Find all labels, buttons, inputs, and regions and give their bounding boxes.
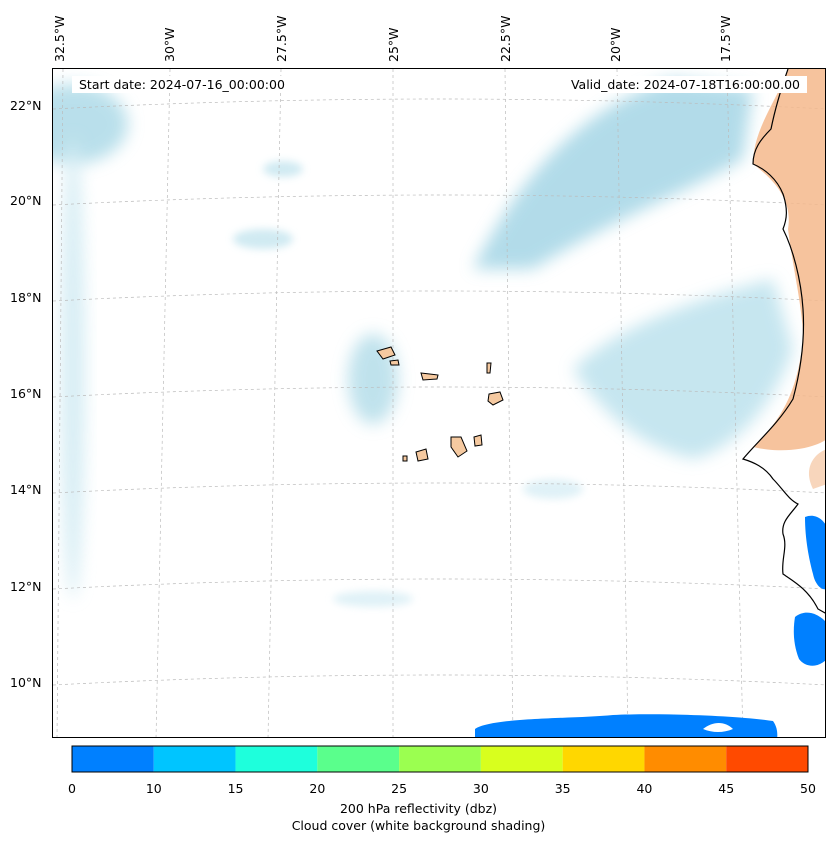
longitude-label: 32.5°W bbox=[52, 15, 67, 62]
colorbar-tick-label: 50 bbox=[800, 781, 816, 796]
colorbar-block bbox=[72, 746, 154, 772]
colorbar-tick-label: 20 bbox=[309, 781, 326, 796]
latitude-label: 10°N bbox=[10, 675, 42, 690]
longitude-label: 17.5°W bbox=[718, 15, 733, 62]
cloud-patch bbox=[263, 161, 303, 177]
longitude-label: 25°W bbox=[386, 27, 401, 62]
colorbar-block bbox=[235, 746, 318, 772]
cloud-cover-shading bbox=[53, 79, 793, 607]
colorbar-tick-label: 35 bbox=[554, 781, 571, 796]
longitude-label: 30°W bbox=[162, 27, 177, 62]
cloud-patch bbox=[53, 84, 128, 164]
map-panel bbox=[52, 68, 826, 738]
graticule bbox=[53, 69, 825, 737]
cloud-patch bbox=[523, 479, 583, 499]
latitude-label: 16°N bbox=[10, 386, 42, 401]
latitude-label: 20°N bbox=[10, 193, 42, 208]
colorbar bbox=[71, 745, 809, 773]
land-reflectivity bbox=[753, 69, 825, 451]
land-reflectivity bbox=[809, 449, 825, 489]
colorbar-block bbox=[399, 746, 481, 772]
colorbar-block bbox=[317, 746, 400, 772]
coastline bbox=[741, 69, 825, 614]
colorbar-tick-label: 15 bbox=[227, 781, 244, 796]
colorbar-title: 200 hPa reflectivity (dbz) bbox=[339, 801, 498, 816]
start-date-label: Start date: 2024-07-16_00:00:00 bbox=[72, 76, 292, 93]
cloud-patch bbox=[61, 139, 85, 599]
colorbar-tick-label: 0 bbox=[68, 781, 76, 796]
valid-date-label: Valid_date: 2024-07-18T16:00:00.00 bbox=[563, 76, 807, 93]
colorbar-block bbox=[153, 746, 236, 772]
colorbar-border bbox=[71, 745, 809, 773]
longitude-label: 22.5°W bbox=[498, 15, 513, 62]
map-canvas bbox=[53, 69, 825, 737]
cloud-patch bbox=[233, 229, 293, 249]
colorbar-subtitle: Cloud cover (white background shading) bbox=[291, 818, 546, 833]
colorbar-block bbox=[726, 746, 808, 772]
reflectivity-low bbox=[475, 515, 825, 737]
latitude-label: 18°N bbox=[10, 290, 42, 305]
cloud-patch bbox=[573, 279, 793, 459]
cloud-patch bbox=[333, 591, 413, 607]
latitude-label: 22°N bbox=[10, 98, 42, 113]
colorbar-tick-label: 45 bbox=[718, 781, 735, 796]
colorbar-tick-label: 40 bbox=[636, 781, 653, 796]
colorbar-block bbox=[480, 746, 563, 772]
colorbar-tick-label: 25 bbox=[391, 781, 408, 796]
cape-verde-islands bbox=[376, 346, 504, 462]
reflectivity-gap bbox=[703, 723, 733, 732]
latitude-label: 12°N bbox=[10, 579, 42, 594]
colorbar-tick-label: 10 bbox=[145, 781, 162, 796]
colorbar-tick-label: 30 bbox=[472, 781, 489, 796]
longitude-label: 27.5°W bbox=[274, 15, 289, 62]
cloud-patch bbox=[473, 79, 753, 269]
colorbar-block bbox=[644, 746, 727, 772]
longitude-label: 20°W bbox=[608, 27, 623, 62]
colorbar-block bbox=[562, 746, 645, 772]
latitude-label: 14°N bbox=[10, 482, 42, 497]
